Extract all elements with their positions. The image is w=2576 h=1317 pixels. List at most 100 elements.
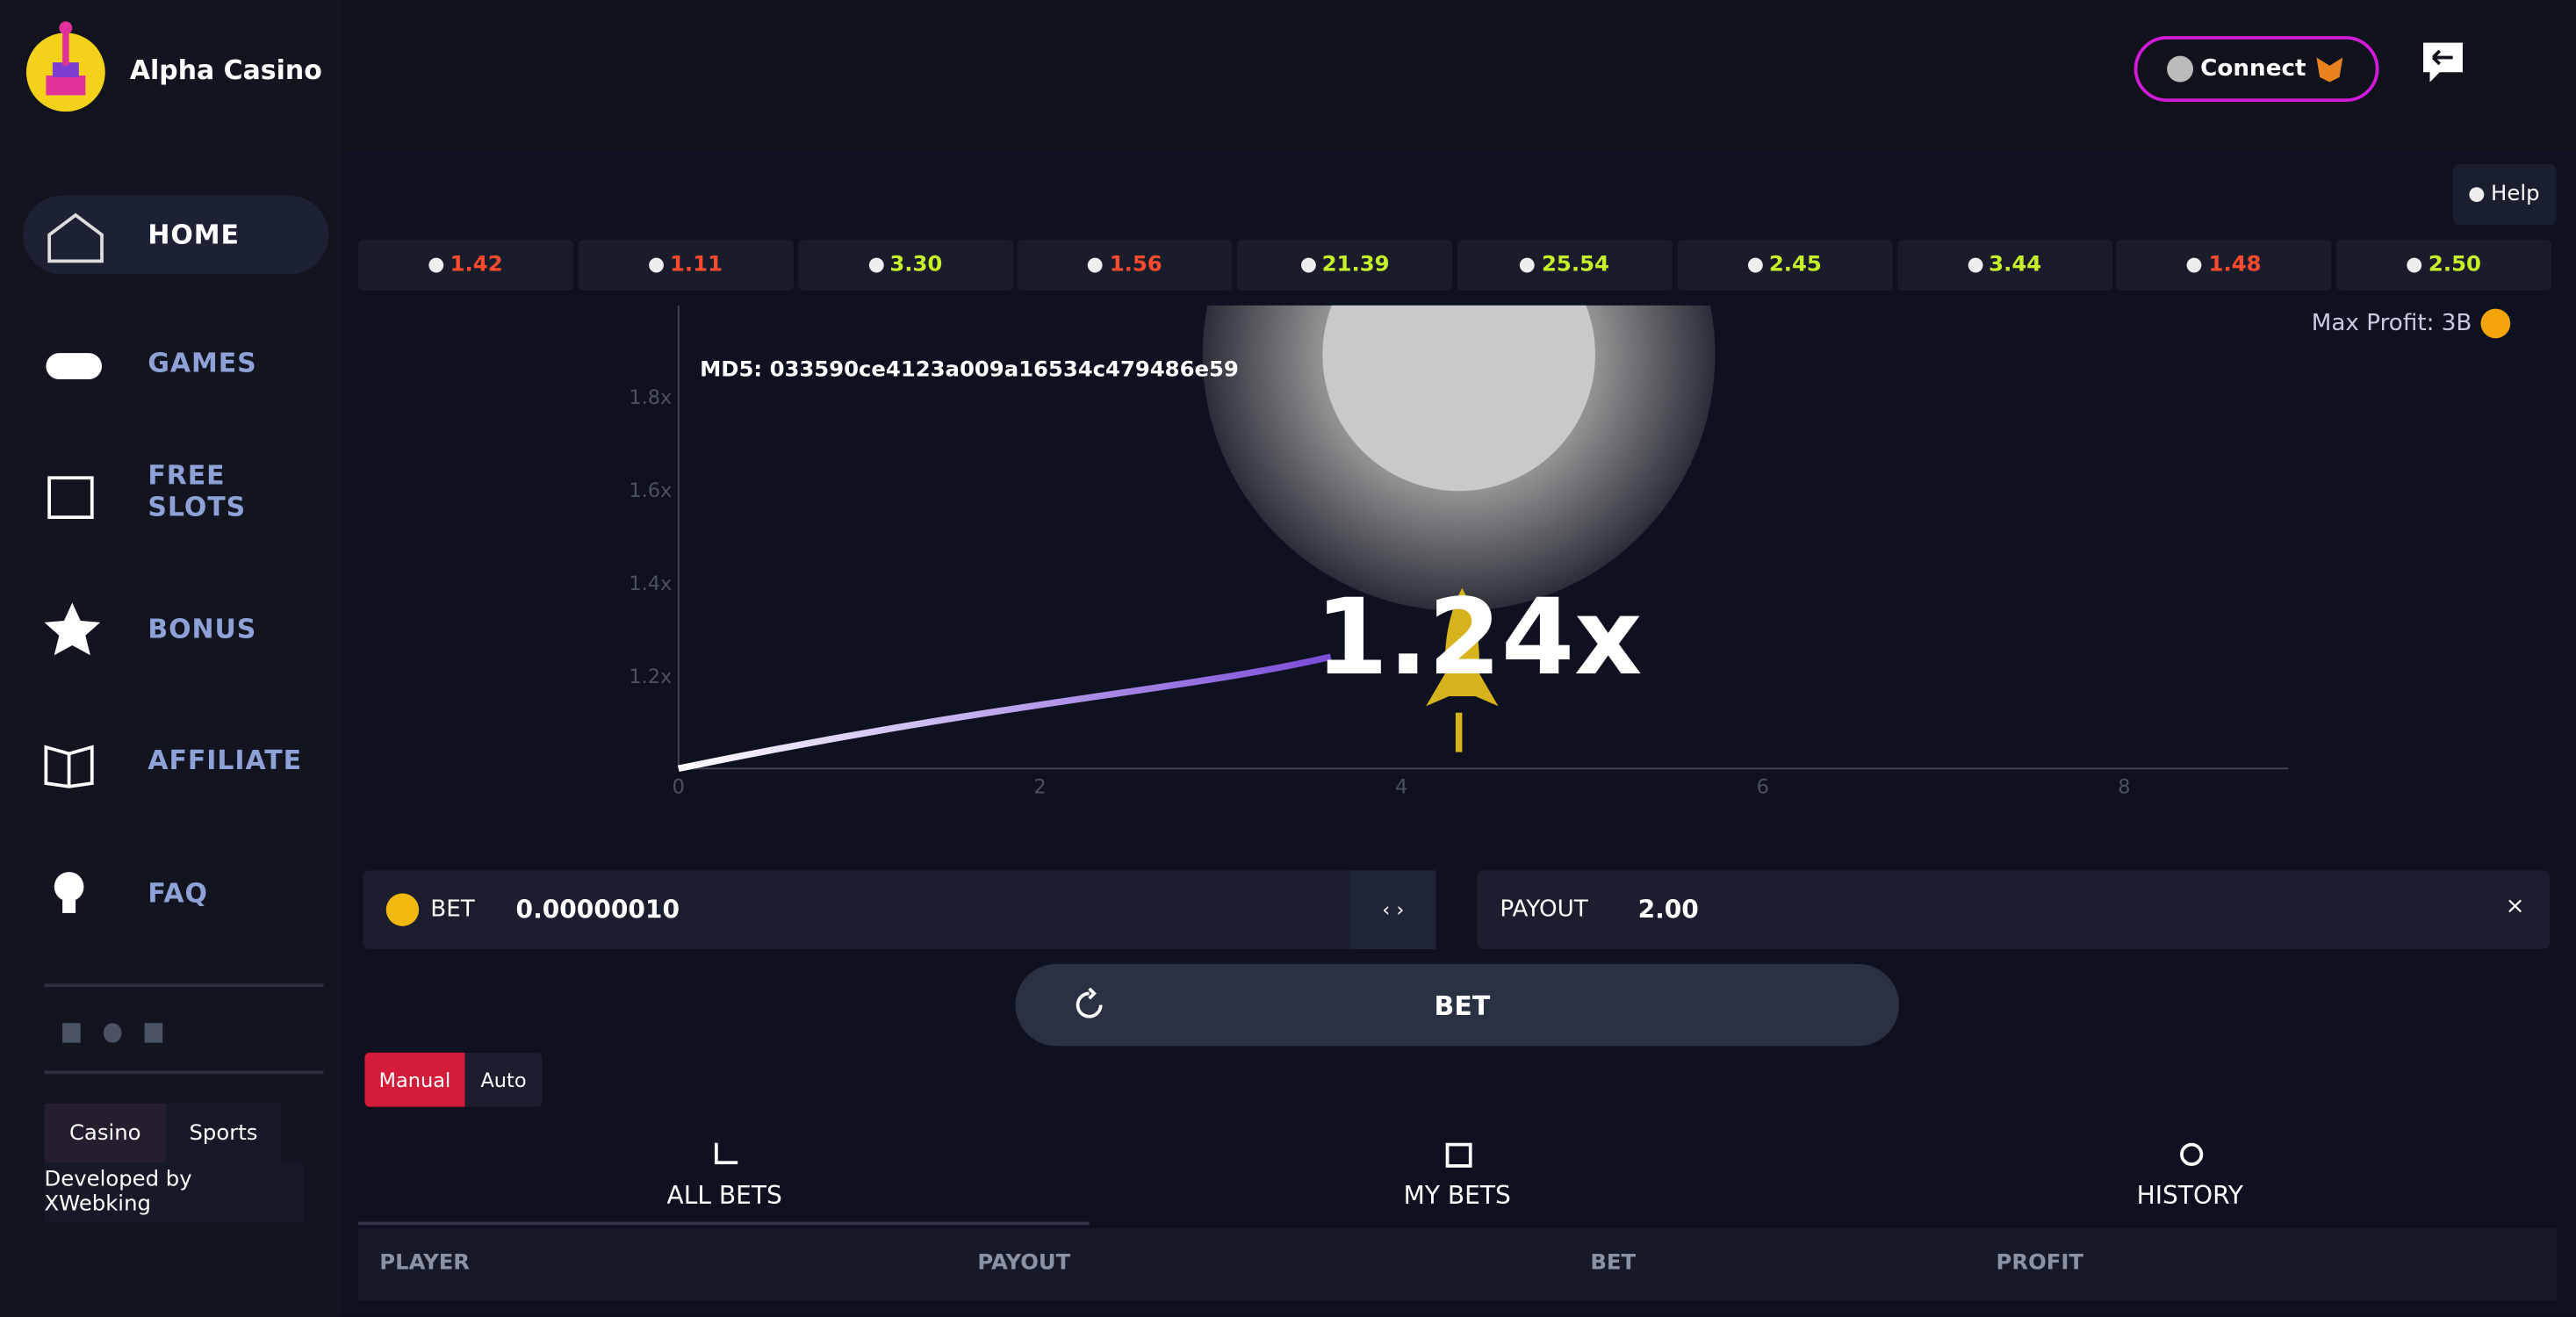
header — [342, 0, 2576, 152]
auto-tab[interactable]: Auto — [464, 1052, 543, 1107]
coin-icon — [1747, 257, 1763, 273]
all-bets-icon — [714, 1142, 738, 1165]
column-header: BET — [1590, 1251, 1637, 1277]
history-value: 1.11 — [669, 253, 723, 278]
all-bets-tab[interactable]: ALL BETS — [666, 1180, 782, 1211]
mode-label: Manual — [378, 1068, 451, 1091]
column-header: PLAYER — [379, 1251, 471, 1277]
tick-label: 1.2x — [629, 666, 672, 688]
tab-label: Casino — [68, 1120, 141, 1146]
github-icon[interactable] — [103, 1023, 122, 1043]
nav-label: GAMES — [148, 347, 257, 379]
column-header: PROFIT — [1996, 1251, 2084, 1277]
nav-icon — [47, 212, 104, 263]
history-cell[interactable]: 1.48 — [2116, 240, 2332, 291]
payout-input[interactable]: PAYOUT 2.00 × — [1477, 870, 2551, 950]
divider — [44, 1070, 324, 1075]
help-label: Help — [2491, 182, 2540, 207]
bet-label: BET — [430, 896, 475, 924]
connect-button[interactable]: Connect — [2133, 36, 2379, 102]
history-tab[interactable]: HISTORY — [2136, 1180, 2243, 1211]
ticks: 0 2 4 6 8 1.2x 1.4x 1.6x 1.8x — [629, 386, 2130, 798]
nav-bonus[interactable]: BONUS — [23, 589, 328, 668]
md5-hash: MD5: 033590ce4123a009a16534c479486e59 — [700, 356, 1239, 381]
history-value: 1.48 — [2208, 253, 2262, 278]
nav-icon — [46, 353, 103, 380]
nav-games[interactable]: GAMES — [23, 323, 328, 402]
coin-icon — [1300, 257, 1316, 273]
nav-label: AFFILIATE — [148, 745, 302, 776]
history-cell[interactable]: 3.30 — [797, 240, 1013, 291]
rocket — [1426, 587, 1499, 752]
info-icon — [2469, 187, 2485, 203]
nav-icon — [44, 745, 94, 788]
bet-adjust-button[interactable]: ‹ › — [1350, 870, 1436, 950]
bet-amount[interactable]: 0.00000010 — [515, 895, 680, 925]
tick-label: 4 — [1395, 775, 1407, 798]
developer-credit: Developed by XWebking — [44, 1162, 305, 1222]
coin-icon — [648, 257, 664, 273]
social-icons — [62, 1023, 177, 1043]
docs-icon[interactable] — [62, 1023, 81, 1043]
crash-graph: 0 2 4 6 8 1.2x 1.4x 1.6x 1.8x MD5: 033590ce4123a… — [629, 305, 2289, 798]
brand[interactable]: Alpha Casino — [129, 54, 322, 86]
telegram-icon[interactable] — [144, 1023, 163, 1043]
bet-button[interactable]: BET — [1015, 963, 1900, 1047]
connect-label: Connect — [2200, 55, 2306, 83]
manual-tab[interactable]: Manual — [364, 1052, 465, 1107]
coin-icon — [2187, 257, 2203, 273]
coin-icon — [2479, 308, 2510, 339]
tick-label: 8 — [2118, 775, 2130, 798]
history-cell[interactable]: 21.39 — [1237, 240, 1453, 291]
nav-label: BONUS — [148, 613, 257, 645]
tab-underline — [357, 1221, 1090, 1226]
tick-label: 0 — [673, 775, 685, 798]
max-profit-label: Max Profit: 3B — [2311, 310, 2472, 337]
history-cell[interactable]: 2.45 — [1677, 240, 1893, 291]
coin-icon — [428, 257, 444, 273]
wallet-icon — [2167, 55, 2194, 83]
nav-label: FREE SLOTS — [148, 459, 247, 522]
bnb-icon — [385, 893, 420, 926]
coin-icon — [868, 257, 883, 273]
nav-faq[interactable]: FAQ — [23, 854, 328, 933]
tick-label: 2 — [1033, 775, 1046, 798]
coin-icon — [2407, 257, 2422, 273]
history-value: 25.54 — [1542, 253, 1609, 278]
multiplier: 1.24x — [1315, 577, 1643, 699]
bet-input[interactable]: BET 0.00000010 ‹ › — [363, 870, 1436, 950]
coin-icon — [1520, 257, 1536, 273]
history-cell[interactable]: 3.44 — [1896, 240, 2112, 291]
clear-button[interactable]: × — [2505, 893, 2525, 920]
nav-affiliate[interactable]: AFFILIATE — [23, 721, 328, 800]
my-bets-tab[interactable]: MY BETS — [1403, 1180, 1511, 1211]
mode-label: Auto — [480, 1068, 527, 1091]
metamask-icon — [2315, 57, 2342, 83]
history-value: 3.30 — [889, 253, 943, 278]
history-cell[interactable]: 1.42 — [357, 240, 574, 291]
history-value: 1.42 — [450, 253, 503, 278]
nav-home[interactable]: HOME — [23, 195, 329, 275]
history-cell[interactable]: 1.11 — [578, 240, 794, 291]
bet-button-label: BET — [1434, 990, 1491, 1022]
logo — [25, 21, 105, 112]
history-cell[interactable]: 25.54 — [1457, 240, 1673, 291]
history-value: 2.45 — [1768, 253, 1822, 278]
divider — [44, 983, 324, 988]
column-header: PAYOUT — [977, 1251, 1071, 1277]
payout-value[interactable]: 2.00 — [1637, 895, 1699, 925]
sports-tab[interactable]: Sports — [165, 1103, 281, 1163]
table-header — [357, 1227, 2557, 1301]
history-cell[interactable]: 2.50 — [2336, 240, 2552, 291]
tab-label: Sports — [189, 1120, 258, 1146]
history-cell[interactable]: 1.56 — [1018, 240, 1234, 291]
tick-label: 6 — [1757, 775, 1769, 798]
history-value: 3.44 — [1989, 253, 2042, 278]
my-bets-icon — [1445, 1142, 1472, 1168]
help-button[interactable]: Help — [2452, 164, 2557, 226]
nav-free-slots[interactable]: FREE SLOTS — [23, 451, 328, 530]
history-value: 2.50 — [2428, 253, 2481, 278]
casino-tab[interactable]: Casino — [44, 1103, 166, 1163]
back-button[interactable] — [2420, 40, 2465, 85]
